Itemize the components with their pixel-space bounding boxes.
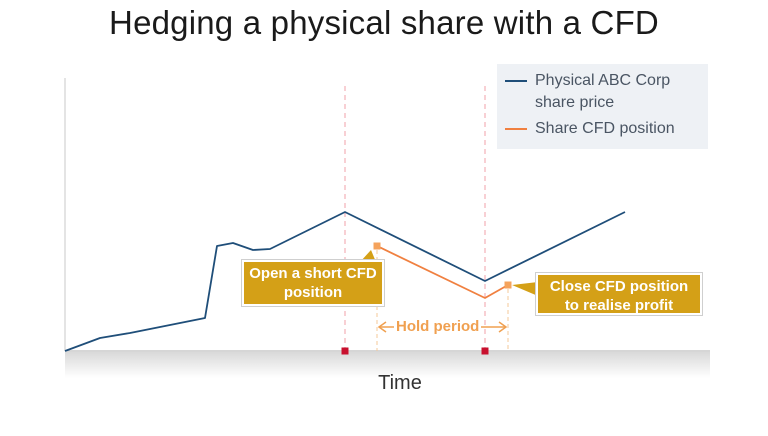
cfd-open-marker bbox=[373, 242, 381, 250]
hold-arrow-right-head bbox=[498, 321, 508, 333]
series-line-share-price bbox=[64, 211, 626, 352]
legend-swatch-share-price bbox=[505, 80, 527, 82]
legend-label-cfd-position: Share CFD position bbox=[535, 120, 675, 137]
x-axis-label: Time bbox=[378, 372, 422, 394]
chart-title: Hedging a physical share with a CFD bbox=[109, 4, 659, 41]
event-marker-2 bbox=[481, 347, 489, 355]
hold-arrow-left-head bbox=[377, 321, 387, 333]
legend-swatch-cfd-position bbox=[505, 128, 527, 130]
hold-period-label: Hold period bbox=[394, 318, 482, 335]
annotation-close-position: Close CFD position to realise profit bbox=[538, 275, 700, 314]
legend: Physical ABC Corp share price Share CFD … bbox=[497, 64, 708, 149]
legend-label-share-price: Physical ABC Corp share price bbox=[535, 72, 671, 111]
event-marker-1 bbox=[341, 347, 349, 355]
annotation-open-short: Open a short CFD position bbox=[244, 262, 382, 304]
series-line-cfd-position bbox=[376, 245, 509, 299]
axis-shadow bbox=[65, 352, 710, 378]
legend-item-share-price: Physical ABC Corp share price bbox=[505, 70, 705, 114]
annotation-open-pointer bbox=[360, 250, 376, 262]
cfd-close-marker bbox=[504, 281, 512, 289]
annotation-close-pointer bbox=[512, 282, 538, 296]
legend-item-cfd-position: Share CFD position bbox=[505, 118, 705, 140]
